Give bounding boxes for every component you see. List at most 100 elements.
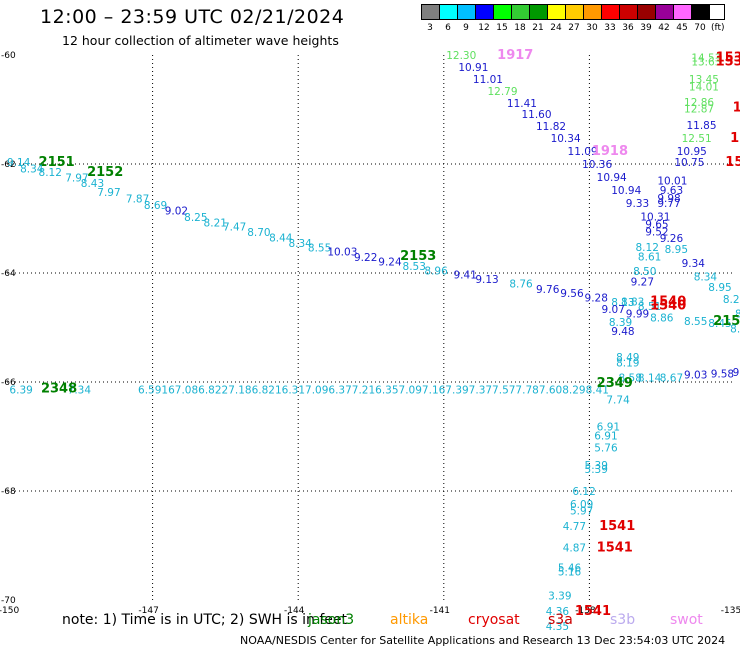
wave-height-value: 5.76 — [594, 442, 618, 454]
color-swatch — [422, 5, 440, 19]
wave-height-value: 5.39 — [585, 460, 608, 472]
wave-height-value: 8.10 — [735, 308, 740, 320]
color-scale-label: 33 — [604, 23, 616, 33]
color-scale-label: 70 — [694, 23, 706, 33]
wave-height-value: 12.79 — [487, 86, 517, 98]
wave-height-value: 9.77 — [657, 198, 680, 210]
wave-height-value: 9.14 — [7, 157, 31, 169]
wave-height-value: 8.67 — [660, 373, 683, 385]
wave-height-value: 7.47 — [223, 222, 246, 234]
wave-height-value: 14.01 — [689, 82, 719, 94]
color-scale-label: 24 — [550, 23, 562, 33]
wave-height-value: 8.83 — [621, 296, 644, 308]
wave-height-value: 9.52 — [645, 227, 668, 239]
color-swatch — [476, 5, 494, 19]
wave-height-value: 8.96 — [424, 265, 448, 277]
latitude-tick-label: -70 — [1, 596, 16, 606]
color-scale-label: 39 — [640, 23, 652, 33]
map-title: 12:00 – 23:59 UTC 02/21/2024 — [40, 6, 345, 28]
time-label: 2151 — [39, 155, 75, 170]
color-scale-label: 18 — [514, 23, 526, 33]
wave-height-value: 12.87 — [684, 103, 714, 115]
wave-height-value: 9.41 — [454, 270, 477, 282]
wave-height-value: 8.51 — [638, 301, 661, 313]
color-swatch — [548, 5, 566, 19]
wave-height-value: 5.97 — [570, 506, 593, 518]
color-scale-label: 36 — [622, 23, 634, 33]
wave-height-value: 8.25 — [184, 212, 207, 224]
longitude-tick-label: -141 — [430, 606, 450, 616]
time-label: 2349 — [597, 376, 633, 391]
satellite-legend-item: swot — [670, 612, 703, 628]
wave-height-value: 9.99 — [626, 308, 649, 320]
wave-height-value: 9.48 — [611, 326, 634, 338]
color-swatch — [620, 5, 638, 19]
wave-height-value: 9.76 — [536, 284, 560, 296]
time-label: 1541 — [599, 519, 635, 534]
wave-height-value: 8.29 — [723, 294, 740, 306]
color-scale-label: 15 — [496, 23, 508, 33]
wave-height-value: 9.07 — [602, 304, 625, 316]
color-scale-label: 3 — [427, 23, 433, 33]
wave-height-value: 9.13 — [475, 274, 498, 286]
wave-height-value: 5.39 — [585, 464, 608, 476]
color-swatch — [494, 5, 512, 19]
wave-height-value: 8.53 — [403, 261, 426, 273]
color-swatch — [530, 5, 548, 19]
wave-height-value: 7.74 — [606, 394, 630, 406]
wave-height-value: 12.30 — [446, 50, 476, 62]
wave-height-value: 9.56 — [560, 288, 584, 300]
wave-height-value: 8.43 — [81, 178, 104, 190]
latitude-tick-label: -66 — [1, 378, 16, 388]
wave-height-value: 8.12 — [636, 242, 659, 254]
wave-height-value: 8.34 — [20, 163, 44, 175]
longitude-tick-label: -138 — [575, 606, 596, 616]
satellite-legend: jason3 altika cryosat s3a s3b swot — [0, 612, 740, 630]
color-scale-label: 27 — [568, 23, 580, 33]
wave-height-value: 5.46 — [558, 562, 582, 574]
color-swatch — [674, 5, 692, 19]
wave-height-value: 4.35 — [546, 621, 569, 633]
wave-height-value: 12.86 — [684, 97, 714, 109]
time-label: 2152 — [87, 165, 123, 180]
time-label: 2348 — [41, 382, 77, 397]
wave-height-value: 9.65 — [645, 219, 668, 231]
wave-height-value: 8.12 — [39, 167, 62, 179]
wave-height-value: 8.45 — [708, 318, 731, 330]
wave-height-value: 9.38 — [733, 367, 740, 379]
wave-height-value: 6.91 — [597, 422, 620, 434]
wave-height-value: 4.77 — [563, 521, 586, 533]
color-swatch — [566, 5, 584, 19]
wave-height-value: 4.36 — [546, 606, 570, 618]
longitude-tick-label: -150 — [0, 606, 19, 616]
wave-height-value: 8.50 — [633, 266, 656, 278]
wave-height-value: 10.34 — [551, 133, 581, 145]
credit-line: NOAA/NESDIS Center for Satellite Applica… — [240, 634, 726, 647]
wave-height-value: 8.55 — [684, 316, 707, 328]
wave-height-value: 11.01 — [473, 74, 503, 86]
wave-height-value: 8.14 — [638, 373, 662, 385]
wave-height-value: 9.26 — [660, 233, 684, 245]
wave-height-value: 12.51 — [682, 133, 712, 145]
wave-height-value: 6.09 — [570, 499, 593, 511]
wave-height-value: 8.44 — [269, 233, 293, 245]
color-swatch — [458, 5, 476, 19]
wave-height-value: 8.69 — [144, 200, 167, 212]
wave-height-value: 9.03 — [684, 369, 707, 381]
wave-height-value: 10.95 — [677, 146, 707, 158]
color-scale-label: 21 — [532, 23, 544, 33]
wave-height-value: 9.28 — [585, 293, 608, 305]
time-label: 1918 — [592, 144, 628, 159]
satellite-legend-item: s3b — [610, 612, 636, 628]
wave-height-value: 9.98 — [657, 193, 680, 205]
time-label: 1540 — [650, 294, 686, 309]
wave-height-value: 8.58 — [619, 373, 642, 385]
wave-height-value: 8.86 — [650, 313, 674, 325]
wave-height-value: 6.91 — [594, 430, 617, 442]
wave-height-value: 8.21 — [204, 217, 227, 229]
wave-height-value: 8.39 — [609, 317, 632, 329]
wave-height-value: 9.27 — [631, 277, 654, 289]
wave-height-value: 10.36 — [582, 159, 612, 171]
wave-height-value: 8.49 — [616, 352, 639, 364]
